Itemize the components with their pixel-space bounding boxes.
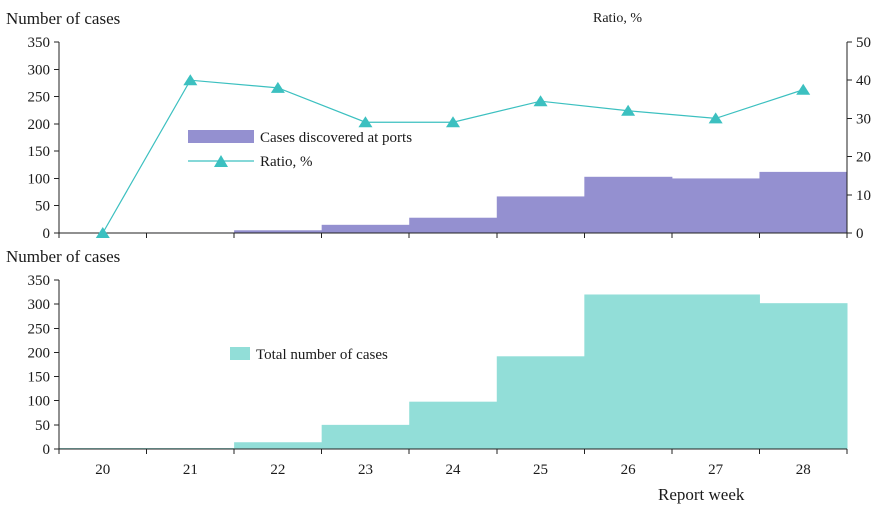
ratio-point-week-20 (95, 227, 110, 238)
top-y2-tick-label: 20 (856, 150, 871, 166)
legend-swatch-ports (188, 130, 254, 143)
bottom-y-tick-label: 350 (28, 273, 51, 289)
bar-ports-week-23 (321, 224, 410, 233)
x-tick-label-week-26: 26 (621, 462, 637, 478)
bottom-y-tick-label: 50 (35, 418, 50, 434)
top-y2-tick-label: 40 (856, 73, 871, 89)
ratio-point-week-21 (183, 74, 198, 86)
bar-total-week-23 (321, 424, 410, 449)
top-y2-tick-label: 30 (856, 111, 871, 127)
top-y2-tick-label: 50 (856, 35, 871, 51)
top-y2-tick-label: 10 (856, 188, 871, 204)
bar-ports-week-25 (496, 196, 585, 233)
x-tick-label-week-25: 25 (533, 462, 548, 478)
bottom-y-tick-label: 200 (28, 345, 51, 361)
x-tick-label-week-27: 27 (708, 462, 724, 478)
bottom-y-tick-label: 100 (28, 394, 51, 410)
bar-ports-week-27 (671, 178, 760, 233)
ratio-point-week-26 (621, 104, 636, 116)
legend-label-ports: Cases discovered at ports (260, 130, 412, 146)
bottom-y-axis-title: Number of cases (6, 247, 120, 266)
bar-ports-week-24 (409, 217, 498, 233)
top-y-tick-label: 100 (28, 171, 51, 187)
top-y-tick-label: 50 (35, 199, 50, 215)
top-y-tick-label: 300 (28, 62, 51, 78)
top-y-tick-label: 0 (43, 226, 51, 242)
bottom-y-tick-label: 150 (28, 370, 51, 386)
top-y2-axis-title: Ratio, % (593, 11, 642, 26)
x-tick-label-week-24: 24 (446, 462, 462, 478)
bottom-legend: Total number of cases (230, 347, 388, 363)
bar-total-week-28 (759, 303, 848, 449)
ratio-point-week-24 (446, 116, 460, 128)
x-tick-label-week-28: 28 (796, 462, 811, 478)
x-tick-label-week-20: 20 (95, 462, 110, 478)
bar-ports-week-28 (759, 171, 848, 233)
bar-total-week-22 (234, 442, 323, 449)
x-tick-label-week-23: 23 (358, 462, 373, 478)
bar-total-week-25 (496, 356, 585, 449)
bar-total-week-27 (671, 294, 760, 449)
x-tick-label-week-22: 22 (270, 462, 285, 478)
legend-swatch-total (230, 347, 250, 360)
bottom-y-tick-label: 300 (28, 297, 51, 313)
top-y-tick-label: 350 (28, 35, 51, 51)
ratio-point-week-28 (796, 83, 811, 95)
top-y-tick-label: 200 (28, 117, 51, 133)
top-y2-tick-label: 0 (856, 226, 864, 242)
bar-ports-week-22 (234, 230, 323, 233)
bottom-y-tick-label: 0 (43, 442, 51, 458)
legend-label-total: Total number of cases (256, 347, 388, 363)
bar-ports-week-26 (584, 176, 673, 233)
ratio-point-week-22 (270, 81, 285, 93)
top-y-axis-title: Number of cases (6, 9, 120, 28)
top-y-tick-label: 150 (28, 144, 51, 160)
top-y-tick-label: 250 (28, 90, 51, 106)
legend-label-ratio: Ratio, % (260, 154, 313, 170)
bottom-y-tick-label: 250 (28, 321, 51, 337)
x-tick-label-week-21: 21 (183, 462, 198, 478)
legend-marker-ratio (214, 155, 228, 167)
bar-total-week-26 (584, 294, 673, 449)
ratio-point-week-23 (358, 116, 373, 128)
top-legend: Cases discovered at ports Ratio, % (188, 130, 412, 170)
bar-total-week-24 (409, 401, 498, 449)
x-axis-title: Report week (658, 485, 745, 504)
ratio-point-week-27 (708, 112, 723, 124)
ratio-point-week-25 (533, 95, 548, 107)
